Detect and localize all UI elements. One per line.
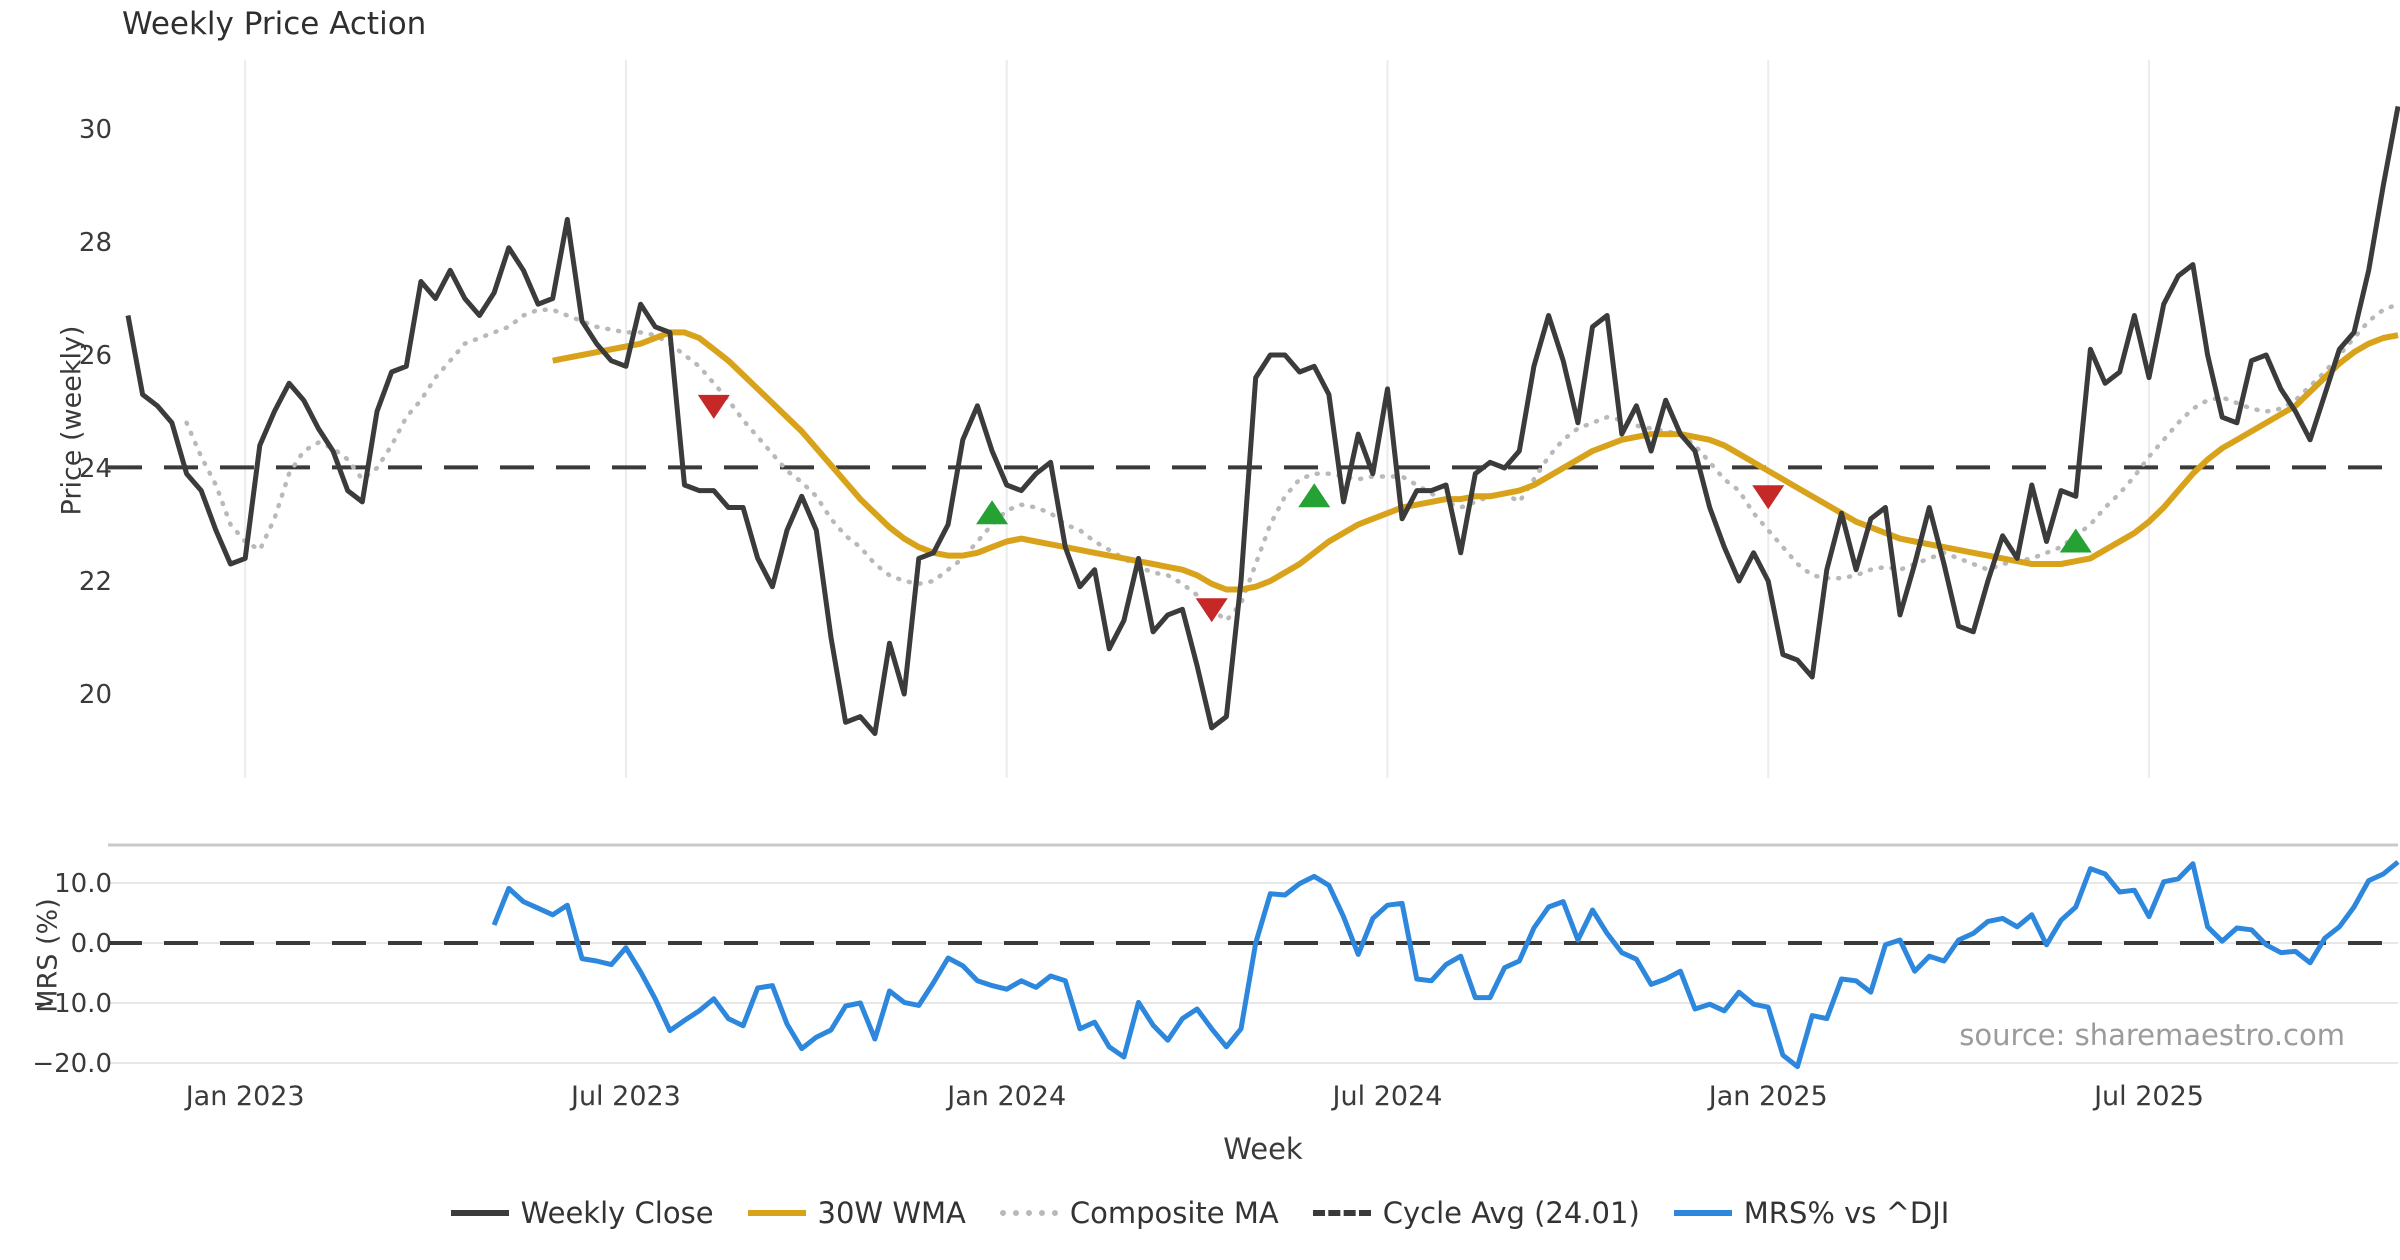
legend-label: Cycle Avg (24.01): [1382, 1196, 1640, 1230]
chart-legend: Weekly Close 30W WMA Composite MA Cycle …: [0, 1196, 2400, 1230]
legend-label: 30W WMA: [817, 1196, 966, 1230]
buy-signal-icon: [976, 500, 1009, 525]
x-tick-label: Jan 2025: [1707, 1081, 1828, 1112]
weekly-close-line: [125, 105, 2400, 736]
cycle-avg-line-swatch-icon: [1312, 1210, 1371, 1216]
weekly-close-line-swatch-icon: [450, 1210, 509, 1216]
price-y-tick-label: 20: [79, 680, 112, 710]
legend-label: Weekly Close: [520, 1196, 714, 1230]
sell-signal-icon: [1195, 598, 1228, 623]
wma-line-swatch-icon: [747, 1210, 806, 1216]
composite-ma-line: [184, 301, 2400, 624]
legend-item-wma: 30W WMA: [747, 1196, 966, 1230]
legend-item-composite: Composite MA: [999, 1196, 1279, 1230]
mrs-y-tick-label: −20.0: [32, 1049, 112, 1079]
legend-item-mrs: MRS% vs ^DJI: [1673, 1196, 1950, 1230]
sell-signal-icon: [1752, 485, 1785, 510]
price-y-tick-label: 26: [79, 341, 112, 371]
price-y-tick-label: 24: [79, 454, 112, 484]
legend-item-weekly-close: Weekly Close: [450, 1196, 714, 1230]
composite-line-swatch-icon: [999, 1210, 1058, 1216]
chart-title: Weekly Price Action: [122, 6, 427, 42]
mrs-line: [491, 860, 2400, 1070]
x-tick-label: Jul 2025: [2092, 1081, 2204, 1112]
price-y-tick-label: 22: [79, 567, 112, 597]
price-y-tick-label: 28: [79, 228, 112, 258]
legend-item-cycle-avg: Cycle Avg (24.01): [1312, 1196, 1640, 1230]
mrs-y-tick-label: 10.0: [54, 869, 112, 899]
x-tick-label: Jan 2023: [184, 1081, 305, 1112]
x-axis-label: Week: [1223, 1132, 1303, 1166]
mrs-line-swatch-icon: [1673, 1210, 1732, 1216]
mrs-y-tick-label: 0.0: [71, 929, 112, 959]
x-tick-label: Jul 2024: [1331, 1081, 1443, 1112]
sell-signal-icon: [697, 394, 730, 419]
buy-signal-icon: [1298, 483, 1331, 508]
source-attribution: source: sharemaestro.com: [1959, 1018, 2345, 1052]
buy-signal-icon: [2059, 528, 2092, 553]
x-tick-label: Jul 2023: [569, 1081, 681, 1112]
price-and-mrs-plot: 20 22 24 26 28 30 10.0 0.0 −10.0 −20.0 Jan 2023 Jul…: [32, 60, 2400, 1112]
wma-line: [552, 329, 2399, 593]
price-y-tick-label: 30: [79, 115, 112, 145]
legend-label: MRS% vs ^DJI: [1743, 1196, 1950, 1230]
mrs-y-tick-label: −10.0: [32, 989, 112, 1019]
x-tick-label: Jan 2024: [945, 1081, 1066, 1112]
legend-label: Composite MA: [1069, 1196, 1279, 1230]
